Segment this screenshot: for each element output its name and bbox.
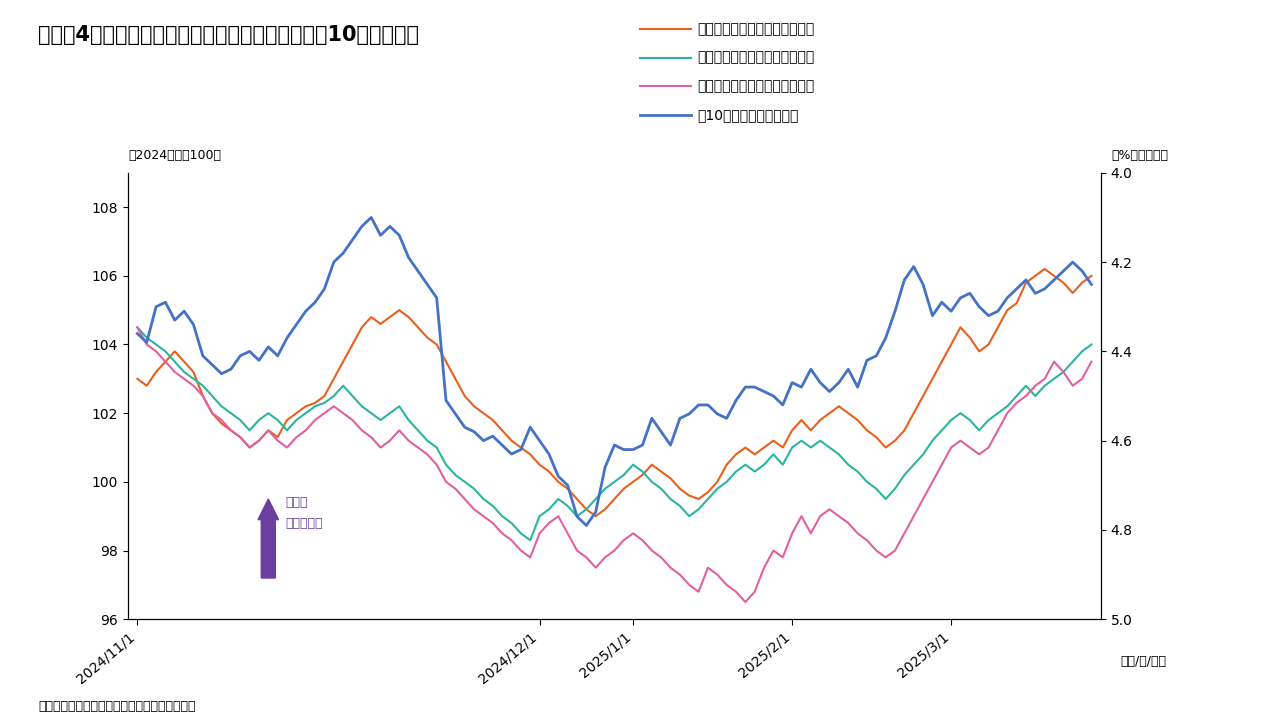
Text: （図表4）円・ユーロ・ポンドの対ドルレートと米10年国債金利: （図表4）円・ユーロ・ポンドの対ドルレートと米10年国債金利	[38, 25, 420, 45]
Text: （出所）ブルームバーグよりインベスコが作成: （出所）ブルームバーグよりインベスコが作成	[38, 700, 196, 713]
Text: （2024年末＝100）: （2024年末＝100）	[128, 149, 221, 162]
FancyArrow shape	[259, 499, 279, 578]
Text: 日本円の対ドルレート（左軸）: 日本円の対ドルレート（左軸）	[698, 22, 815, 36]
Text: ドル安: ドル安	[285, 496, 307, 509]
Text: 米10年国債金利（右軸）: 米10年国債金利（右軸）	[698, 108, 799, 122]
Text: 当該通貨高: 当該通貨高	[285, 517, 323, 530]
Text: ユーロの対ドルレート（左軸）: ユーロの対ドルレート（左軸）	[698, 50, 815, 65]
Text: （年/月/日）: （年/月/日）	[1120, 655, 1166, 668]
Text: （%、逆目盛）: （%、逆目盛）	[1111, 149, 1169, 162]
Text: ポンドの対ドルレート（左軸）: ポンドの対ドルレート（左軸）	[698, 79, 815, 94]
